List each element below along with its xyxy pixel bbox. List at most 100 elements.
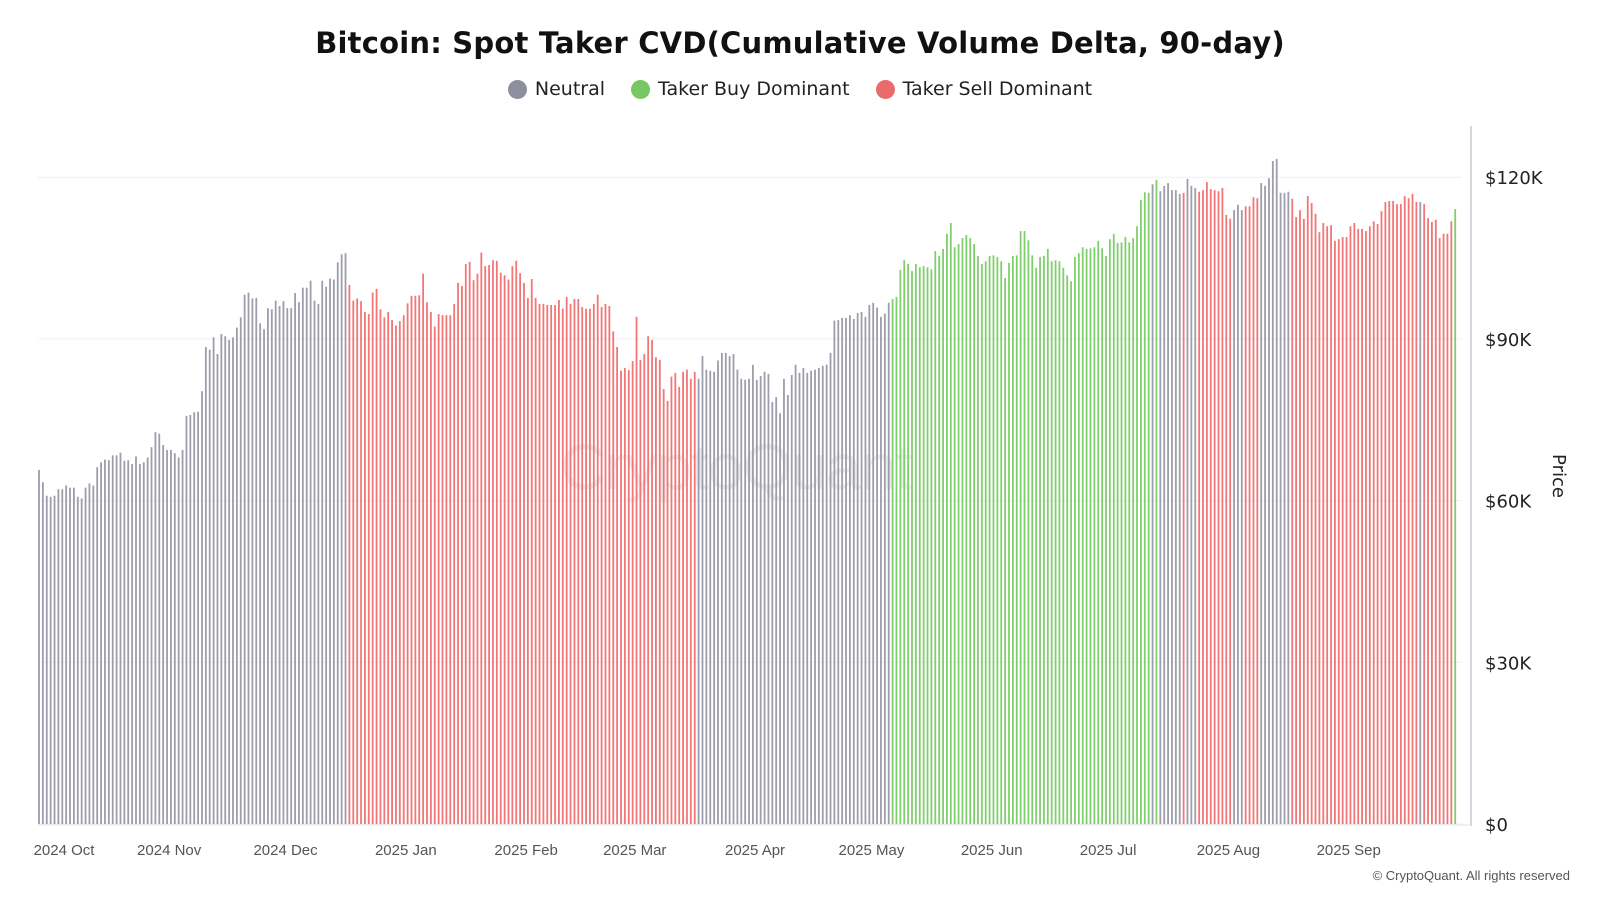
legend-item-neutral[interactable]: Neutral [507, 78, 606, 100]
bar [589, 308, 591, 824]
bar [658, 359, 661, 824]
bar [705, 369, 708, 824]
bar [926, 267, 929, 824]
bar [973, 244, 975, 824]
bar [988, 255, 991, 825]
bar [375, 288, 378, 824]
bar [1271, 161, 1274, 824]
x-tick-label: 2024 Dec [253, 842, 318, 859]
legend-label: Neutral [534, 78, 606, 100]
bar [841, 317, 844, 824]
bar [837, 320, 840, 824]
bar [1365, 231, 1367, 825]
bar [515, 260, 518, 824]
bar [1112, 233, 1115, 825]
bar [980, 263, 983, 824]
bar [965, 234, 968, 825]
bar [150, 447, 153, 824]
bar [1167, 183, 1169, 824]
bar [697, 378, 700, 824]
bar [1062, 267, 1065, 824]
bar [418, 295, 421, 825]
bar [1450, 221, 1453, 824]
bar [449, 315, 452, 824]
bar [1015, 255, 1018, 825]
bar [1275, 158, 1278, 824]
bar [1310, 203, 1313, 824]
bar [146, 457, 149, 824]
bar [817, 368, 820, 824]
bar [371, 292, 374, 824]
bar [1143, 192, 1146, 825]
bar [53, 495, 56, 824]
bar [1035, 267, 1038, 824]
bar [220, 334, 223, 824]
bar [468, 261, 471, 824]
bar [69, 487, 71, 824]
bar [45, 495, 48, 824]
bar [876, 307, 878, 824]
bar [825, 364, 828, 824]
bar [887, 302, 890, 824]
bar [325, 286, 328, 824]
sell-dot-icon [875, 79, 895, 99]
y-tick-label: $90K [1485, 330, 1532, 351]
bar [1438, 238, 1441, 824]
bar [138, 463, 141, 824]
bar [1043, 255, 1045, 825]
bar [1155, 179, 1158, 824]
bar [201, 391, 203, 824]
bar [406, 303, 409, 824]
bar [204, 346, 207, 824]
bar [561, 308, 564, 824]
bar [107, 460, 110, 824]
bar [429, 311, 432, 824]
copyright: © CryptoQuant. All rights reserved [1372, 868, 1570, 883]
bar [1260, 183, 1263, 824]
axes: $0 $30K $60K $90K $120K 2024 Oct 2024 Nov 2024 … [34, 126, 1569, 859]
bar [321, 280, 324, 824]
bar [298, 302, 300, 824]
bar [1244, 206, 1247, 824]
bar [1093, 247, 1096, 824]
x-tick-label: 2025 Feb [494, 842, 557, 859]
legend-item-taker-buy[interactable]: Taker Buy Dominant [631, 78, 850, 100]
bar [627, 370, 630, 824]
bar [1066, 275, 1069, 825]
bar [1403, 196, 1406, 824]
bar [212, 337, 215, 824]
bar [239, 317, 242, 824]
bar [728, 356, 731, 824]
bar [154, 432, 157, 824]
bar [181, 449, 184, 824]
bar [977, 255, 979, 825]
bar [635, 316, 638, 824]
bar [484, 266, 487, 824]
legend-item-taker-sell[interactable]: Taker Sell Dominant [875, 78, 1092, 100]
bar [92, 485, 95, 824]
bar [235, 327, 238, 824]
y-tick-label: $120K [1485, 168, 1544, 189]
bar [1314, 213, 1317, 825]
bar [678, 386, 681, 824]
bar [542, 303, 545, 824]
bar [577, 299, 580, 824]
bar [1446, 233, 1449, 825]
bar [953, 247, 956, 824]
bar [523, 282, 525, 824]
y-axis-label: Price [1548, 454, 1569, 498]
bar [569, 303, 572, 824]
bar [255, 297, 258, 824]
bar [790, 375, 793, 824]
bar [340, 254, 343, 825]
bar [1372, 221, 1375, 824]
bar [274, 300, 277, 825]
bar [379, 309, 382, 824]
buy-dot-icon [631, 79, 651, 99]
bar [166, 449, 168, 824]
bar [934, 251, 937, 825]
bar [61, 489, 64, 824]
bar [286, 308, 289, 824]
bar [814, 369, 816, 824]
bar [1353, 223, 1356, 824]
